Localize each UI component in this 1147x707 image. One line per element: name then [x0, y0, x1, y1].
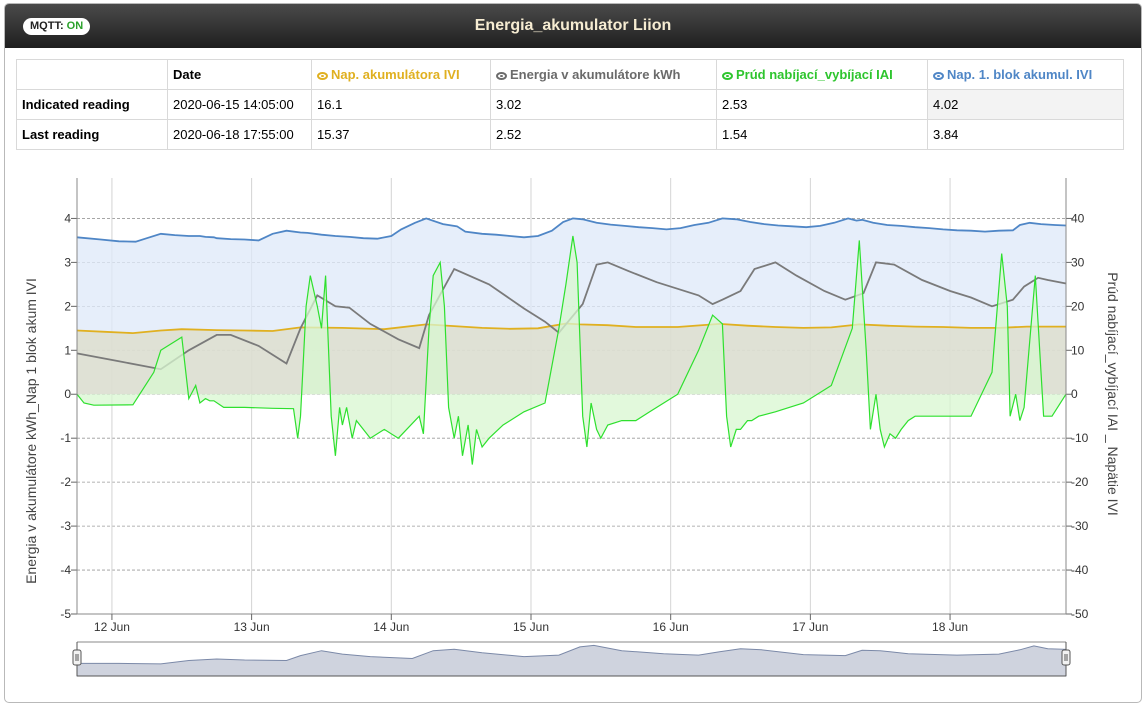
y-right-tick-label: 20: [1071, 299, 1085, 313]
x-tick-label: 18 Jun: [932, 620, 968, 634]
y-right-tick-label: -50: [1071, 607, 1089, 621]
x-tick-label: 12 Jun: [94, 620, 130, 634]
y-right-tick-label: 30: [1071, 255, 1085, 269]
y-right-tick-label: 10: [1071, 343, 1085, 357]
y-right-tick-label: -40: [1071, 563, 1089, 577]
column-header-label: Energia v akumulátore kWh: [510, 67, 681, 82]
row-label: Indicated reading: [16, 89, 168, 120]
series-line-2: [76, 261, 1067, 371]
table-header-row: Date Nap. akumulátora IVI Energia v akum…: [16, 59, 1124, 90]
navigator-right-handle[interactable]: [1061, 649, 1071, 666]
y-left-tick-label: 2: [64, 299, 71, 313]
table-cell: 15.37: [311, 119, 491, 150]
y-left-tick-label: 4: [64, 211, 71, 225]
eye-icon[interactable]: [933, 72, 944, 80]
column-header[interactable]: Energia v akumulátore kWh: [490, 59, 717, 90]
mqtt-status-value: ON: [66, 20, 84, 32]
table-cell: 1.54: [716, 119, 928, 150]
y-left-tick-label: -1: [60, 431, 71, 445]
table-cell: 2.53: [716, 89, 928, 120]
x-tick-label: 17 Jun: [792, 620, 828, 634]
table-cell: 3.84: [927, 119, 1124, 150]
x-tick-label: 15 Jun: [513, 620, 549, 634]
mqtt-status-badge[interactable]: MQTT: ON: [23, 18, 91, 35]
y-right-tick-label: -30: [1071, 519, 1089, 533]
title-bar: MQTT: ON Energia_akumulator Liion: [5, 4, 1141, 48]
x-tick-label: 13 Jun: [234, 620, 270, 634]
y-left-tick-label: 1: [64, 343, 71, 357]
row-date: 2020-06-15 14:05:00: [167, 89, 312, 120]
y-right-tick-label: 40: [1071, 211, 1085, 225]
column-header[interactable]: Nap. akumulátora IVI: [311, 59, 491, 90]
date-header: Date: [167, 59, 312, 90]
series-line-3: [76, 235, 1067, 465]
table-row: Last reading 2020-06-18 17:55:00 15.37 2…: [16, 119, 1124, 150]
eye-icon[interactable]: [722, 72, 733, 80]
y-right-tick-label: -20: [1071, 475, 1089, 489]
column-header[interactable]: Nap. 1. blok akumul. IVI: [927, 59, 1124, 90]
y-right-axis-title: Prúd nabíjací_vybíjací IAI _ Napätie IVI: [1105, 272, 1121, 516]
table-cell: 2.52: [490, 119, 717, 150]
eye-icon[interactable]: [317, 72, 328, 80]
column-header[interactable]: Prúd nabíjací_vybíjací IAI: [716, 59, 928, 90]
mqtt-label: MQTT:: [30, 20, 64, 32]
row-date: 2020-06-18 17:55:00: [167, 119, 312, 150]
row-label: Last reading: [16, 119, 168, 150]
column-header-label: Nap. 1. blok akumul. IVI: [947, 67, 1093, 82]
x-tick-label: 16 Jun: [653, 620, 689, 634]
y-left-axis-title: Energia v akumulátore kWh_Nap 1 blok aku…: [23, 278, 39, 584]
readings-table: Date Nap. akumulátora IVI Energia v akum…: [16, 59, 1124, 150]
y-right-tick-label: 0: [1071, 387, 1078, 401]
column-header-label: Nap. akumulátora IVI: [331, 67, 460, 82]
navigator-series: [76, 644, 1067, 677]
navigator-left-handle[interactable]: [72, 649, 82, 666]
column-header-label: Prúd nabíjací_vybíjací IAI: [736, 67, 893, 82]
table-cell: 3.02: [490, 89, 717, 120]
table-row: Indicated reading 2020-06-15 14:05:00 16…: [16, 89, 1124, 120]
series-line-0: [76, 217, 1067, 243]
y-left-tick-label: -4: [60, 563, 71, 577]
widget-title: Energia_akumulator Liion: [474, 17, 672, 34]
table-cell: 16.1: [311, 89, 491, 120]
y-left-tick-label: 3: [64, 255, 71, 269]
x-tick-label: 14 Jun: [373, 620, 409, 634]
y-left-tick-label: 0: [64, 387, 71, 401]
y-right-tick-label: -10: [1071, 431, 1089, 445]
y-left-tick-label: -2: [60, 475, 71, 489]
eye-icon[interactable]: [496, 72, 507, 80]
y-left-tick-label: -3: [60, 519, 71, 533]
y-left-tick-label: -5: [60, 607, 71, 621]
